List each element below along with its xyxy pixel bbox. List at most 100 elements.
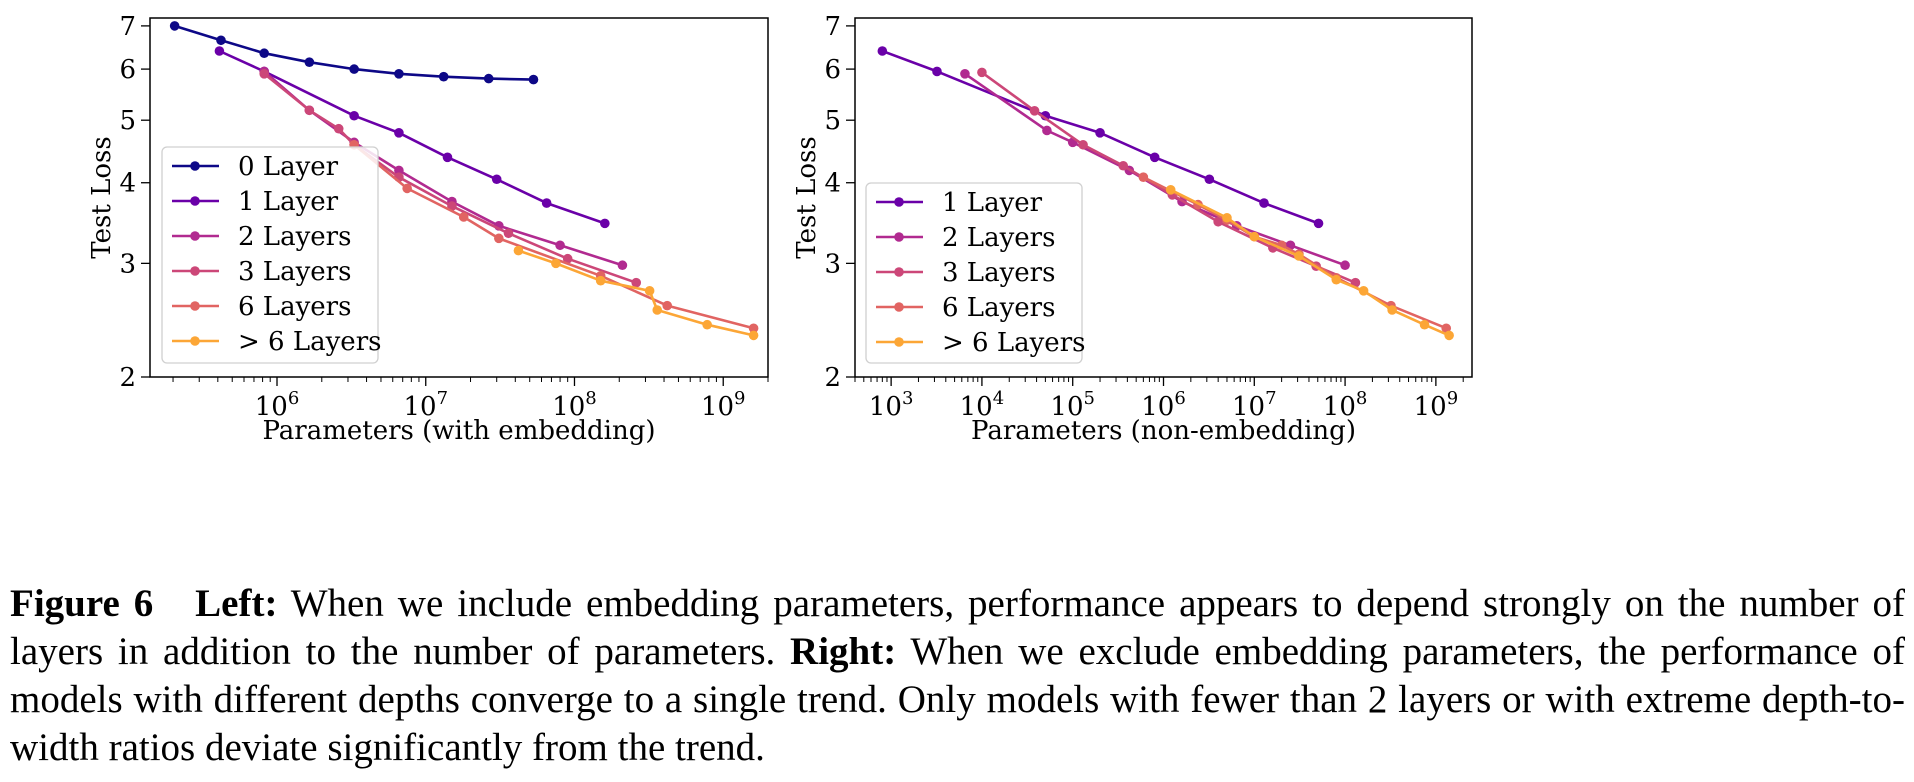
x-axis-label: Parameters (with embedding) [262, 416, 655, 446]
data-point [503, 228, 514, 239]
data-point [960, 69, 970, 79]
data-point [600, 218, 610, 229]
legend-swatch-marker [894, 267, 904, 277]
data-point [333, 123, 344, 134]
data-point [662, 300, 672, 311]
data-point [349, 110, 359, 121]
data-point [259, 69, 269, 79]
x-tick-label: 109 [1414, 388, 1459, 422]
data-point [442, 152, 453, 163]
x-tick-label: 106 [255, 388, 300, 422]
legend-swatch-marker [190, 266, 200, 276]
legend-swatch-marker [894, 232, 904, 242]
series-0 [169, 21, 539, 85]
legend-swatch-marker [190, 301, 200, 311]
legend-swatch-marker [190, 336, 200, 346]
legend-swatch-marker [190, 161, 200, 171]
data-point [1078, 139, 1088, 150]
legend-label: 3 Layers [238, 257, 351, 287]
y-tick-label: 5 [119, 106, 136, 136]
x-tick-label: 109 [701, 388, 746, 422]
caption-right-text: When we exclude embedding parameters, th… [10, 630, 1906, 769]
x-tick-label: 108 [1323, 388, 1368, 422]
legend-swatch-marker [894, 302, 904, 312]
legend-swatch-marker [190, 196, 200, 206]
data-point [1358, 286, 1369, 296]
series-4 [349, 139, 759, 334]
series-5 [513, 245, 759, 341]
x-tick-label: 107 [403, 388, 448, 422]
data-point [1118, 160, 1129, 171]
legend-label: 2 Layers [238, 222, 351, 252]
x-axis-label: Parameters (non-embedding) [971, 416, 1356, 446]
caption-left-text: When we include embedding parameters, pe… [10, 582, 1906, 673]
data-point [438, 71, 449, 82]
figure-caption: Figure 6 Left: When we include embedding… [10, 580, 1905, 772]
data-point [491, 174, 502, 185]
x-tick-label: 106 [1141, 388, 1186, 422]
legend: 1 Layer 2 Layers 3 Layers 6 Layers > 6 Layer… [865, 182, 1085, 364]
plot-frame [149, 17, 769, 378]
data-point [1149, 152, 1160, 163]
legend-label: 1 Layer [942, 188, 1043, 218]
legend: 0 Layer 1 Layer 2 Layers 3 Layers 6 Layers > … [161, 146, 381, 364]
legend-label: 2 Layers [942, 223, 1055, 253]
data-point [631, 277, 642, 288]
y-tick-label: 7 [824, 12, 841, 42]
data-point [1204, 174, 1215, 185]
y-tick-label: 3 [824, 249, 841, 279]
x-tick-label: 103 [869, 388, 914, 422]
y-tick-label: 6 [119, 55, 136, 85]
data-point [494, 233, 504, 244]
y-tick-label: 3 [119, 249, 136, 279]
data-point [1313, 218, 1324, 229]
data-point [932, 66, 942, 77]
data-point [1340, 260, 1350, 271]
data-point [458, 212, 469, 222]
legend-label: 1 Layer [238, 187, 339, 217]
x-tick-label: 107 [1232, 388, 1277, 422]
data-point [551, 258, 561, 269]
y-tick-label: 6 [824, 55, 841, 85]
data-point [977, 67, 987, 78]
chart-panel-1: 103 104 105 106 107 108 109 2 3 4 5 6 7 Parameters (n… [792, 12, 1473, 446]
data-point [1138, 172, 1149, 182]
y-tick-label: 4 [119, 169, 136, 199]
data-point [349, 64, 359, 74]
y-tick-label: 2 [119, 363, 136, 393]
data-point [748, 323, 759, 334]
legend-label: 6 Layers [942, 293, 1055, 323]
data-point [652, 305, 663, 315]
data-point [513, 245, 524, 256]
legend-label: > 6 Layers [238, 327, 381, 357]
data-point [528, 74, 539, 85]
series-0 [877, 46, 1324, 229]
y-tick-label: 4 [824, 169, 841, 199]
caption-figure-label: Figure 6 [10, 582, 154, 625]
series-line [353, 143, 754, 330]
data-point [1259, 198, 1269, 208]
data-point [877, 46, 888, 56]
data-point [259, 48, 269, 59]
data-point [1444, 330, 1454, 341]
legend-box [865, 182, 1083, 364]
data-point [702, 319, 712, 330]
legend-label: 0 Layer [238, 152, 339, 182]
legend-label: 3 Layers [942, 258, 1055, 288]
caption-right-head: Right: [790, 630, 897, 673]
data-point [1387, 305, 1397, 315]
data-point [1095, 128, 1105, 138]
series-line [218, 49, 606, 225]
data-point [1042, 125, 1052, 136]
legend-swatch-marker [190, 231, 200, 241]
data-point [541, 198, 552, 208]
data-point [1249, 231, 1260, 242]
y-tick-label: 7 [119, 12, 136, 42]
y-axis-label: Test Loss [87, 136, 117, 258]
series-4 [1165, 185, 1454, 341]
data-point [483, 73, 494, 84]
x-tick-label: 105 [1050, 388, 1095, 422]
x-tick-label: 104 [960, 388, 1005, 422]
data-point [304, 57, 315, 67]
data-point [1331, 274, 1342, 285]
